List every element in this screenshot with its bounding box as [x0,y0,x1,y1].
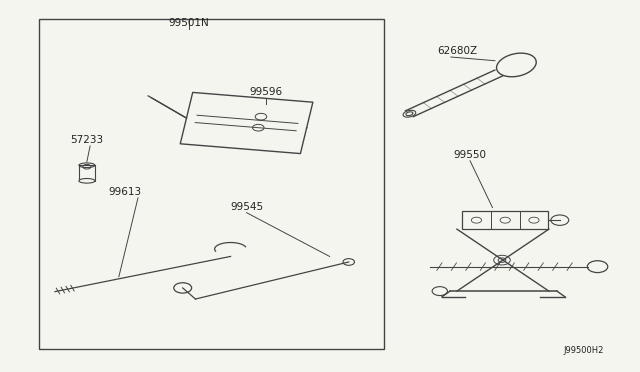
Text: J99500H2: J99500H2 [564,346,604,355]
Text: 99550: 99550 [454,150,486,160]
Bar [462,211,548,229]
Text: 99596: 99596 [249,87,282,97]
Bar [39,19,384,349]
Text: 62680Z: 62680Z [437,46,477,56]
Ellipse shape [79,179,95,183]
Text: 57233: 57233 [70,135,104,145]
Text: 99545: 99545 [230,202,263,212]
Bar [79,165,95,181]
Text: 99613: 99613 [109,187,142,197]
Text: 99501N: 99501N [169,19,209,29]
